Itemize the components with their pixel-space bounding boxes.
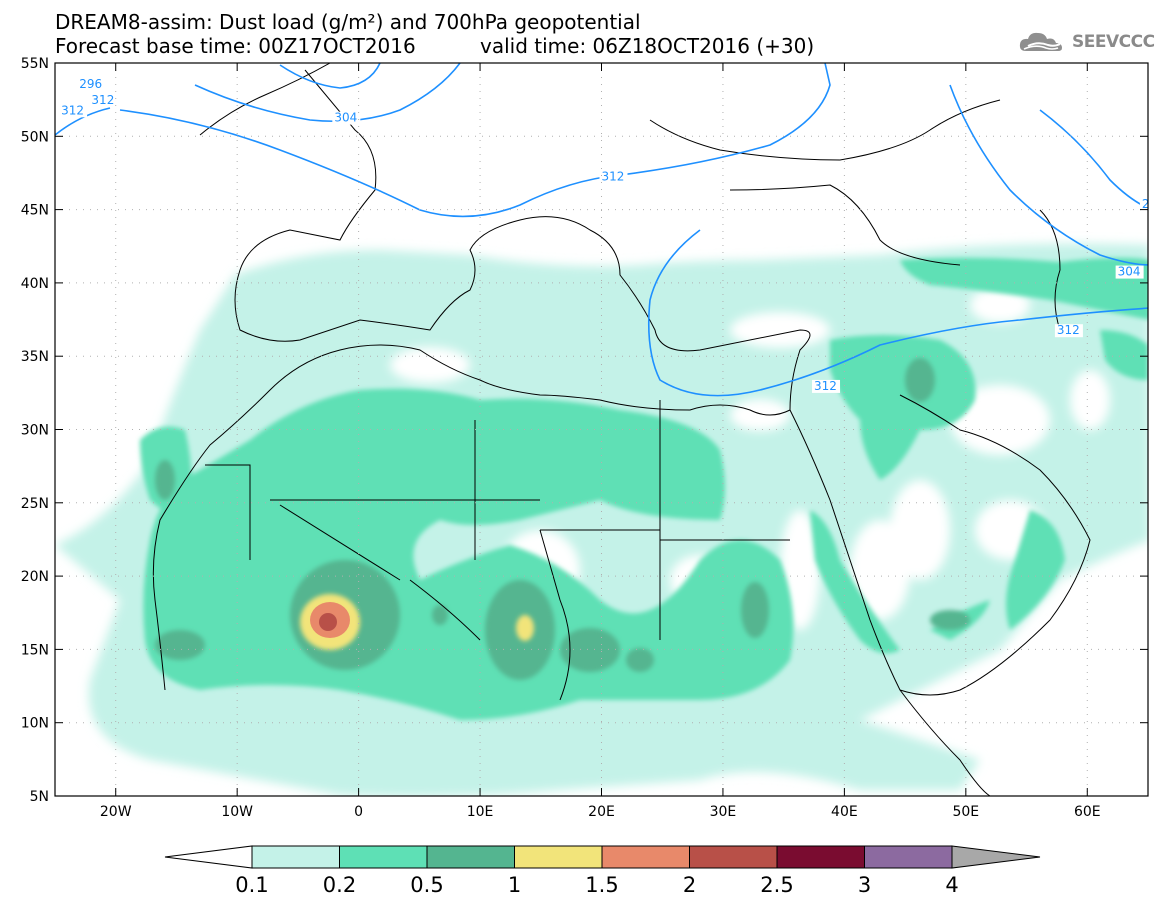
lat-label: 45N bbox=[21, 203, 49, 219]
lon-label: 10E bbox=[467, 804, 494, 820]
colorbar-label: 1 bbox=[508, 873, 521, 897]
coast-arabia bbox=[789, 394, 1091, 696]
contour-312-west bbox=[55, 107, 111, 136]
colorbar-box bbox=[339, 845, 428, 869]
contour-304-east bbox=[949, 84, 1148, 266]
contour-label-bg bbox=[1054, 324, 1083, 338]
colorbar-label: 4 bbox=[945, 873, 958, 897]
contour-labels: 296 312 312 304 312 312 304 312 2 bbox=[59, 77, 1152, 393]
forecast-base-time: Forecast base time: 00Z17OCT2016 bbox=[55, 34, 416, 58]
border-east-europe bbox=[649, 99, 1001, 161]
contour-label-bg bbox=[332, 111, 361, 125]
cloud-logo-icon bbox=[1019, 32, 1062, 51]
contour-label: 312 bbox=[1057, 323, 1080, 337]
lat-label: 5N bbox=[30, 789, 49, 805]
coast-caspian bbox=[1039, 209, 1061, 331]
contour-label: 304 bbox=[1118, 265, 1141, 279]
geopotential-contours bbox=[55, 63, 1148, 397]
longitude-labels: 20W 10W 0 10E 20E 30E 40E 50E 60E bbox=[100, 804, 1101, 820]
lat-label: 50N bbox=[21, 129, 49, 145]
lon-label: 10W bbox=[221, 804, 253, 820]
lat-label: 20N bbox=[21, 569, 49, 585]
contour-label: 312 bbox=[91, 93, 114, 107]
colorbar-box bbox=[864, 845, 953, 869]
country-borders-2 bbox=[409, 529, 790, 701]
lat-label: 10N bbox=[21, 716, 49, 732]
lat-label: 55N bbox=[21, 56, 49, 72]
lat-label: 35N bbox=[21, 349, 49, 365]
contour-label: 2 bbox=[1142, 197, 1150, 211]
contour-label-bg bbox=[599, 170, 628, 184]
lon-label: 30E bbox=[710, 804, 737, 820]
coast-mediterranean-africa bbox=[152, 69, 811, 691]
colorbar-box bbox=[776, 845, 865, 869]
contour-label: 312 bbox=[602, 169, 625, 183]
country-borders bbox=[205, 400, 661, 640]
dust-shading bbox=[55, 243, 1148, 796]
coast-black-sea bbox=[729, 184, 961, 266]
logo-text: SEEVCCC bbox=[1072, 32, 1155, 52]
contour-label-bg bbox=[1115, 265, 1144, 279]
lon-label: 50E bbox=[952, 804, 979, 820]
colorbar-box bbox=[689, 845, 778, 869]
colorbar-box bbox=[251, 845, 340, 869]
contour-label: 312 bbox=[814, 379, 837, 393]
colorbar-box bbox=[514, 845, 603, 869]
contour-312-north bbox=[119, 63, 831, 218]
contour-label-bg bbox=[1139, 198, 1152, 212]
lat-label: 30N bbox=[21, 423, 49, 439]
colorbar-label: 0.1 bbox=[235, 873, 268, 897]
lon-label: 20W bbox=[100, 804, 132, 820]
lon-label: 20E bbox=[588, 804, 615, 820]
coast-horn-africa bbox=[899, 689, 991, 796]
colorbar: 0.1 0.2 0.5 1 1.5 2 2.5 3 4 bbox=[164, 845, 1041, 897]
lon-label: 40E bbox=[831, 804, 858, 820]
colorbar-label: 3 bbox=[858, 873, 871, 897]
contour-label: 296 bbox=[79, 77, 102, 91]
colorbar-labels: 0.1 0.2 0.5 1 1.5 2 2.5 3 4 bbox=[235, 873, 958, 897]
contour-label: 312 bbox=[61, 103, 84, 117]
map-title: DREAM8-assim: Dust load (g/m²) and 700hP… bbox=[55, 10, 641, 34]
contour-2xx-east bbox=[1039, 109, 1148, 209]
dust-level-2 bbox=[319, 613, 337, 631]
colorbar-box bbox=[426, 845, 515, 869]
colorbar-label: 0.5 bbox=[410, 873, 443, 897]
lon-label: 60E bbox=[1074, 804, 1101, 820]
contour-label: 304 bbox=[334, 111, 357, 125]
colorbar-box bbox=[601, 845, 690, 869]
contour-label-bg bbox=[77, 77, 106, 91]
seevccc-logo: SEEVCCC bbox=[1018, 27, 1155, 57]
colorbar-label: 1.5 bbox=[585, 873, 618, 897]
coastlines bbox=[152, 63, 1091, 796]
contour-312-south bbox=[647, 229, 1148, 397]
contour-label-bg bbox=[89, 94, 118, 108]
colorbar-label: 2.5 bbox=[760, 873, 793, 897]
contour-label-bg bbox=[812, 379, 841, 393]
colorbar-label: 2 bbox=[683, 873, 696, 897]
lat-label: 40N bbox=[21, 276, 49, 292]
graticule bbox=[55, 63, 1148, 796]
colorbar-boxes bbox=[251, 845, 953, 869]
colorbar-over-arrow bbox=[951, 845, 1041, 869]
colorbar-label: 0.2 bbox=[323, 873, 356, 897]
contour-label-bg bbox=[59, 104, 88, 118]
contour-296 bbox=[279, 63, 381, 89]
colorbar-under-arrow bbox=[164, 845, 253, 869]
valid-time: valid time: 06Z18OCT2016 (+30) bbox=[480, 34, 815, 58]
lat-label: 25N bbox=[21, 496, 49, 512]
lon-label: 0 bbox=[354, 804, 363, 820]
axis-ticks bbox=[55, 62, 1148, 797]
latitude-labels: 55N 50N 45N 40N 35N 30N 25N 20N 15N 10N 5N bbox=[21, 56, 49, 805]
coast-britain bbox=[199, 63, 331, 136]
lat-label: 15N bbox=[21, 642, 49, 658]
